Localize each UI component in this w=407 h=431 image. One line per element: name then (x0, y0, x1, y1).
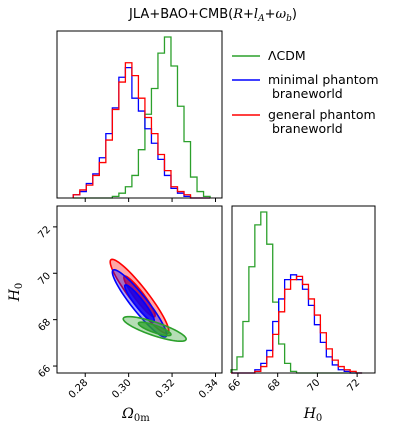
x-axis-label-omega: Ω0m (121, 406, 150, 424)
omega-hist-minimal-phantom-braneworld (72, 66, 211, 199)
h0-x-tick-label: 66 (226, 377, 243, 394)
omega-tick-label: 0.34 (197, 377, 221, 401)
h0-hist-cdm (230, 211, 363, 374)
omega-marginal-panel (56, 30, 223, 202)
chart-title: JLA+BAO+CMB(R+lA+ωb) (128, 7, 297, 24)
h0-hist-general-phantom-braneworld (231, 275, 363, 374)
omega-tick-label: 0.32 (154, 377, 178, 401)
omega-h0-contour-panel: 0.28 0.30 0.32 0.34 66 68 70 72 (36, 205, 223, 401)
omega-hist-general-phantom-braneworld (72, 62, 211, 199)
contour-cdm-68 (137, 321, 172, 337)
omega-marginal-frame (56, 30, 223, 199)
h0-x-tick-label: 72 (345, 377, 362, 394)
contour-minimal-phantom-braneworld-68 (123, 284, 156, 323)
legend-label: ΛCDM (268, 48, 306, 63)
h0-marginal-panel: 66 68 70 72 (226, 205, 376, 394)
h0-hist-minimal-phantom-braneworld (231, 274, 363, 374)
legend-label: general phantom braneworld (268, 107, 376, 136)
omega-tick-label: 0.30 (110, 377, 134, 401)
h0-y-tick-label: 72 (36, 224, 53, 241)
x-axis-label-h0: H0 (303, 406, 323, 424)
legend-label: minimal phantom braneworld (268, 72, 379, 101)
h0-x-tick-label: 68 (266, 377, 283, 394)
h0-y-tick-label: 70 (36, 271, 53, 288)
contour-frame (56, 205, 223, 374)
omega-tick-label: 0.28 (67, 377, 91, 401)
legend: ΛCDM minimal phantom braneworld general ph… (232, 48, 379, 136)
h0-y-tick-label: 68 (36, 317, 53, 334)
y-axis-label-h0: H0 (7, 283, 25, 303)
h0-x-tick-label: 70 (306, 377, 323, 394)
h0-marginal-frame (231, 205, 376, 374)
h0-y-tick-label: 66 (36, 363, 53, 380)
